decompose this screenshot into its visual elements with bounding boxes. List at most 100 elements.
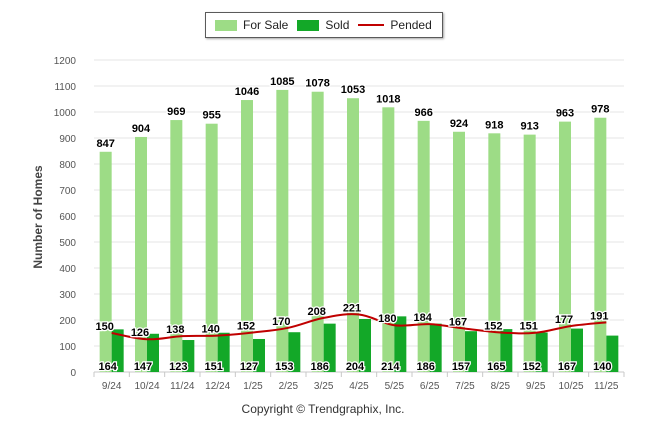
data-label-sold: 186 [416,361,434,373]
x-tick-label: 11/25 [594,381,619,392]
data-label-pended: 151 [519,321,537,333]
bar-sold [111,329,124,372]
data-label-sold: 157 [452,361,470,373]
y-tick-label: 1200 [54,56,77,67]
y-tick-label: 200 [59,316,76,327]
x-tick-label: 9/25 [526,381,546,392]
data-label-pended: 191 [590,310,608,322]
data-label-pended: 170 [272,316,290,328]
data-label-for-sale: 963 [556,108,574,120]
data-label-sold: 123 [169,361,187,373]
bar-for-sale [241,100,253,372]
legend-item-pended[interactable]: Pended [358,18,432,32]
data-label-pended: 180 [378,313,396,325]
bar-sold [182,340,195,372]
data-labels: 847 904 969 955 1046 1085 1078 1053 1018 966 924 91… [94,75,613,375]
for-sale-swatch [215,19,237,31]
data-label-sold: 214 [381,361,400,373]
data-label-sold: 140 [593,361,611,373]
data-label-for-sale: 1078 [305,78,329,90]
data-label-for-sale: 1085 [270,76,294,88]
bar-sold [147,333,159,372]
data-label-sold: 165 [487,361,505,373]
data-label-sold: 151 [204,361,222,373]
bar-for-sale [594,117,607,372]
bars [99,89,619,373]
data-label-sold: 164 [98,361,117,373]
data-label-for-sale: 955 [202,110,220,122]
y-tick-label: 0 [70,368,76,379]
pended-line [111,313,607,341]
legend-item-sold[interactable]: Sold [297,18,349,32]
bar-for-sale [99,151,112,372]
x-tick-label: 7/25 [455,381,475,392]
bar-sold [500,329,513,372]
x-tick-label: 2/25 [279,381,299,392]
bar-sold [535,332,548,372]
data-label-for-sale: 978 [591,104,609,116]
y-axis-title: Number of Homes [31,165,45,269]
data-label-for-sale: 847 [96,138,114,150]
bar-sold [571,328,583,372]
data-label-sold: 147 [134,361,152,373]
data-label-pended: 150 [95,321,113,333]
bar-for-sale [135,136,147,372]
data-label-for-sale: 969 [167,106,185,118]
bar-sold [217,332,230,372]
x-tick-label: 11/24 [170,381,195,392]
data-label-for-sale: 904 [132,123,151,135]
data-label-pended: 167 [449,317,467,329]
data-label-sold: 186 [310,361,328,373]
bar-for-sale [417,120,430,372]
data-label-pended: 126 [131,327,149,339]
data-label-pended: 221 [343,303,361,315]
pended-line-layer [111,313,607,341]
copyright-text: Copyright © Trendgraphix, Inc. [241,402,405,416]
y-tick-label: 700 [59,186,76,197]
y-tick-label: 600 [59,212,76,223]
legend-label-for-sale: For Sale [243,18,289,32]
x-tick-label: 6/25 [420,381,440,392]
data-label-for-sale: 1053 [341,84,365,96]
data-label-pended: 184 [413,312,432,324]
pended-swatch [358,24,385,26]
y-tick-label: 800 [59,160,76,171]
y-tick-label: 400 [59,264,76,275]
legend-label-sold: Sold [325,18,350,32]
x-tick-label: 9/24 [102,381,122,392]
axes: 0 100 200 300 400 500 600 700 800 900 1000 1100 1200… [54,56,625,392]
x-tick-label: 1/25 [243,381,263,392]
data-label-pended: 152 [237,320,255,332]
data-label-pended: 140 [201,324,219,336]
x-tick-label: 8/25 [491,381,511,392]
bar-for-sale [311,91,324,372]
data-label-sold: 153 [275,361,293,373]
data-label-sold: 152 [522,361,540,373]
data-label-for-sale: 966 [414,107,432,119]
data-label-pended: 208 [307,306,325,318]
data-label-for-sale: 1018 [376,93,400,105]
data-label-for-sale: 918 [485,119,503,131]
data-label-sold: 204 [346,361,365,373]
y-tick-label: 1000 [54,108,77,119]
bar-sold [288,332,301,372]
bar-for-sale [382,107,395,372]
x-tick-label: 5/25 [385,381,405,392]
y-tick-label: 300 [59,290,76,301]
bar-for-sale [276,89,289,373]
legend-item-for-sale[interactable]: For Sale [215,18,288,32]
x-tick-label: 4/25 [349,381,369,392]
x-tick-label: 10/24 [134,381,159,392]
data-label-pended: 138 [166,324,184,336]
data-label-pended: 177 [555,314,573,326]
legend-label-pended: Pended [390,18,432,32]
bar-for-sale [559,121,571,373]
bar-sold [323,323,336,372]
bar-for-sale [205,123,218,372]
y-tick-label: 100 [59,342,76,353]
bar-sold [253,338,265,372]
data-label-for-sale: 1046 [235,86,259,98]
data-label-for-sale: 913 [520,121,538,133]
y-tick-label: 500 [59,238,76,249]
